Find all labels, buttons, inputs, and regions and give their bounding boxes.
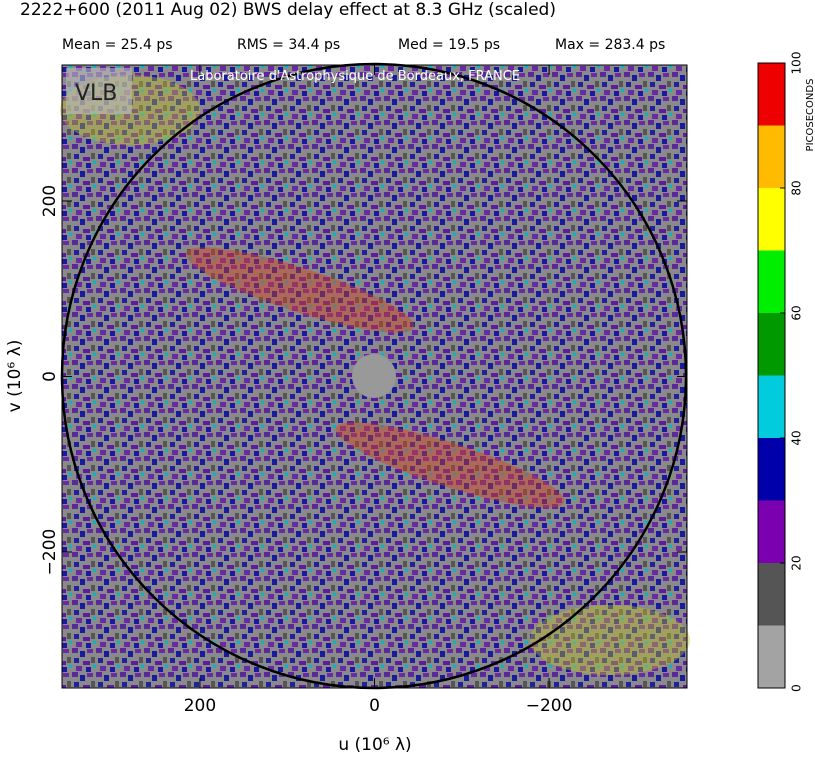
- stat: Med = 19.5 ps: [398, 37, 500, 53]
- x-tick-label: 0: [369, 696, 380, 716]
- colorbar-swatch: [758, 438, 785, 501]
- map-texture: [352, 354, 396, 398]
- chart-title: 2222+600 (2011 Aug 02) BWS delay effect …: [20, 0, 556, 20]
- colorbar-swatch: [758, 500, 785, 563]
- map-texture: [335, 422, 565, 508]
- colorbar-swatch: [758, 625, 785, 688]
- colorbar-frame: [757, 62, 786, 689]
- x-tick-label: −200: [526, 696, 573, 716]
- colorbar-tick-label: 40: [790, 430, 804, 445]
- colorbar-tick-label: 80: [790, 180, 804, 195]
- colorbar-swatch: [758, 188, 785, 251]
- colorbar-swatch: [758, 563, 785, 626]
- y-axis-label: v (10⁶ λ): [5, 340, 25, 413]
- y-tick-label: −200: [40, 529, 60, 576]
- colorbar-swatch: [758, 250, 785, 313]
- stat: Max = 283.4 ps: [555, 37, 665, 53]
- x-tick-label: 200: [184, 696, 216, 716]
- colorbar-tick-label: 100: [790, 52, 804, 75]
- x-axis-label: u (10⁶ λ): [338, 735, 411, 755]
- colorbar-tick-label: 20: [790, 555, 804, 570]
- colorbar-swatch: [758, 313, 785, 376]
- colorbar-tick-label: 0: [790, 684, 804, 692]
- y-tick-label: 200: [40, 185, 60, 217]
- stat: RMS = 34.4 ps: [237, 37, 340, 53]
- logo: [66, 68, 132, 114]
- colorbar-swatch: [758, 125, 785, 188]
- colorbar-swatch: [758, 63, 785, 126]
- map-texture: [185, 247, 415, 333]
- colorbar-tick-label: 60: [790, 305, 804, 320]
- map-texture: [530, 605, 690, 675]
- stat: Mean = 25.4 ps: [62, 37, 173, 53]
- colorbar-label: PICOSECONDS: [805, 79, 815, 152]
- y-tick-label: 0: [40, 371, 60, 382]
- annotation: Laboratoire d'Astrophysique de Bordeaux,…: [190, 69, 520, 84]
- logo: VLB: [75, 81, 117, 106]
- colorbar-swatch: [758, 375, 785, 438]
